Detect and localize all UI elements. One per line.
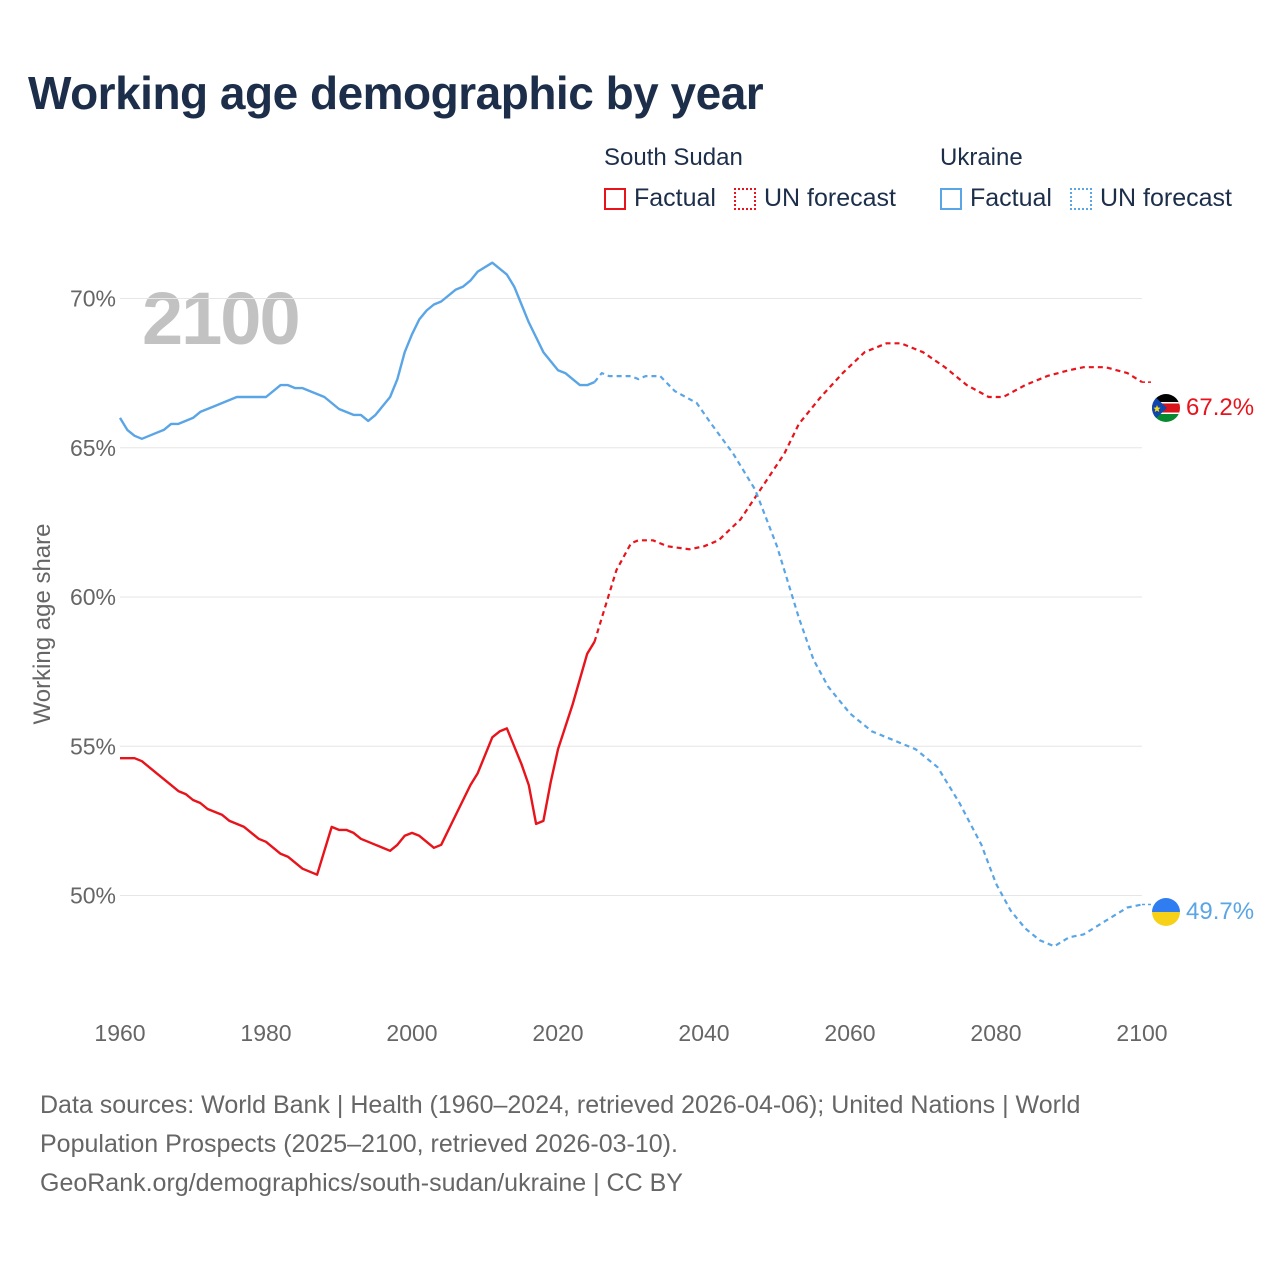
legend-label: UN forecast — [1099, 184, 1232, 212]
source-line: Population Prospects (2025–2100, retriev… — [40, 1130, 678, 1158]
chart-title: Working age demographic by year — [28, 67, 764, 119]
x-tick-label: 1980 — [240, 1020, 291, 1046]
legend-group-name: Ukraine — [940, 144, 1023, 171]
legend-label: Factual — [634, 184, 716, 212]
x-tick-label: 2000 — [386, 1020, 437, 1046]
series-line-south-sudan-factual[interactable] — [120, 641, 596, 876]
legend-label: Factual — [970, 184, 1052, 212]
x-tick-label: 2100 — [1116, 1020, 1167, 1046]
series-line-ukraine-forecast[interactable] — [593, 372, 1143, 948]
x-tick-label: 2020 — [532, 1020, 583, 1046]
legend-label: UN forecast — [763, 184, 896, 212]
source-link[interactable]: GeoRank.org/demographics/south-sudan/ukr… — [40, 1169, 683, 1197]
ukraine-flag-icon — [1152, 898, 1180, 926]
legend-item-forecast[interactable]: UN forecast — [1069, 184, 1232, 213]
legend-swatch-dotted — [733, 187, 756, 210]
legend-south-sudan: South Sudan Factual UN forecast — [604, 144, 914, 213]
y-tick-label: 55% — [70, 733, 116, 759]
legend-item-factual[interactable]: Factual — [604, 184, 716, 213]
end-value-label-south-sudan: 67.2% — [1186, 394, 1254, 421]
y-tick-label: 60% — [70, 584, 116, 610]
series-line-ukraine-factual[interactable] — [118, 261, 595, 440]
x-tick-label: 2060 — [824, 1020, 875, 1046]
legend-item-forecast[interactable]: UN forecast — [733, 184, 896, 213]
legend-swatch-solid — [604, 187, 626, 210]
x-tick-label: 2040 — [678, 1020, 729, 1046]
legend-group-name: South Sudan — [604, 144, 743, 171]
end-value-label-ukraine: 49.7% — [1186, 898, 1254, 925]
source-line: Data sources: World Bank | Health (1960–… — [40, 1091, 1081, 1119]
y-tick-label: 70% — [70, 286, 116, 312]
x-tick-label: 2080 — [970, 1020, 1021, 1046]
y-tick-label: 50% — [70, 883, 116, 909]
legend-swatch-dotted — [1069, 187, 1092, 210]
y-tick-label: 65% — [70, 435, 116, 461]
legend-ukraine: Ukraine Factual UN forecast — [940, 144, 1232, 213]
south-sudan-flag-icon — [1152, 394, 1180, 422]
x-tick-label: 1960 — [94, 1020, 145, 1046]
series-line-south-sudan-forecast[interactable] — [593, 342, 1143, 643]
source-note: Data sources: World Bank | Health (1960–… — [40, 1086, 1220, 1203]
legend-item-factual[interactable]: Factual — [940, 184, 1052, 213]
y-axis-title: Working age share — [29, 524, 56, 725]
year-watermark: 2100 — [142, 277, 299, 360]
legend-swatch-solid — [940, 187, 962, 210]
